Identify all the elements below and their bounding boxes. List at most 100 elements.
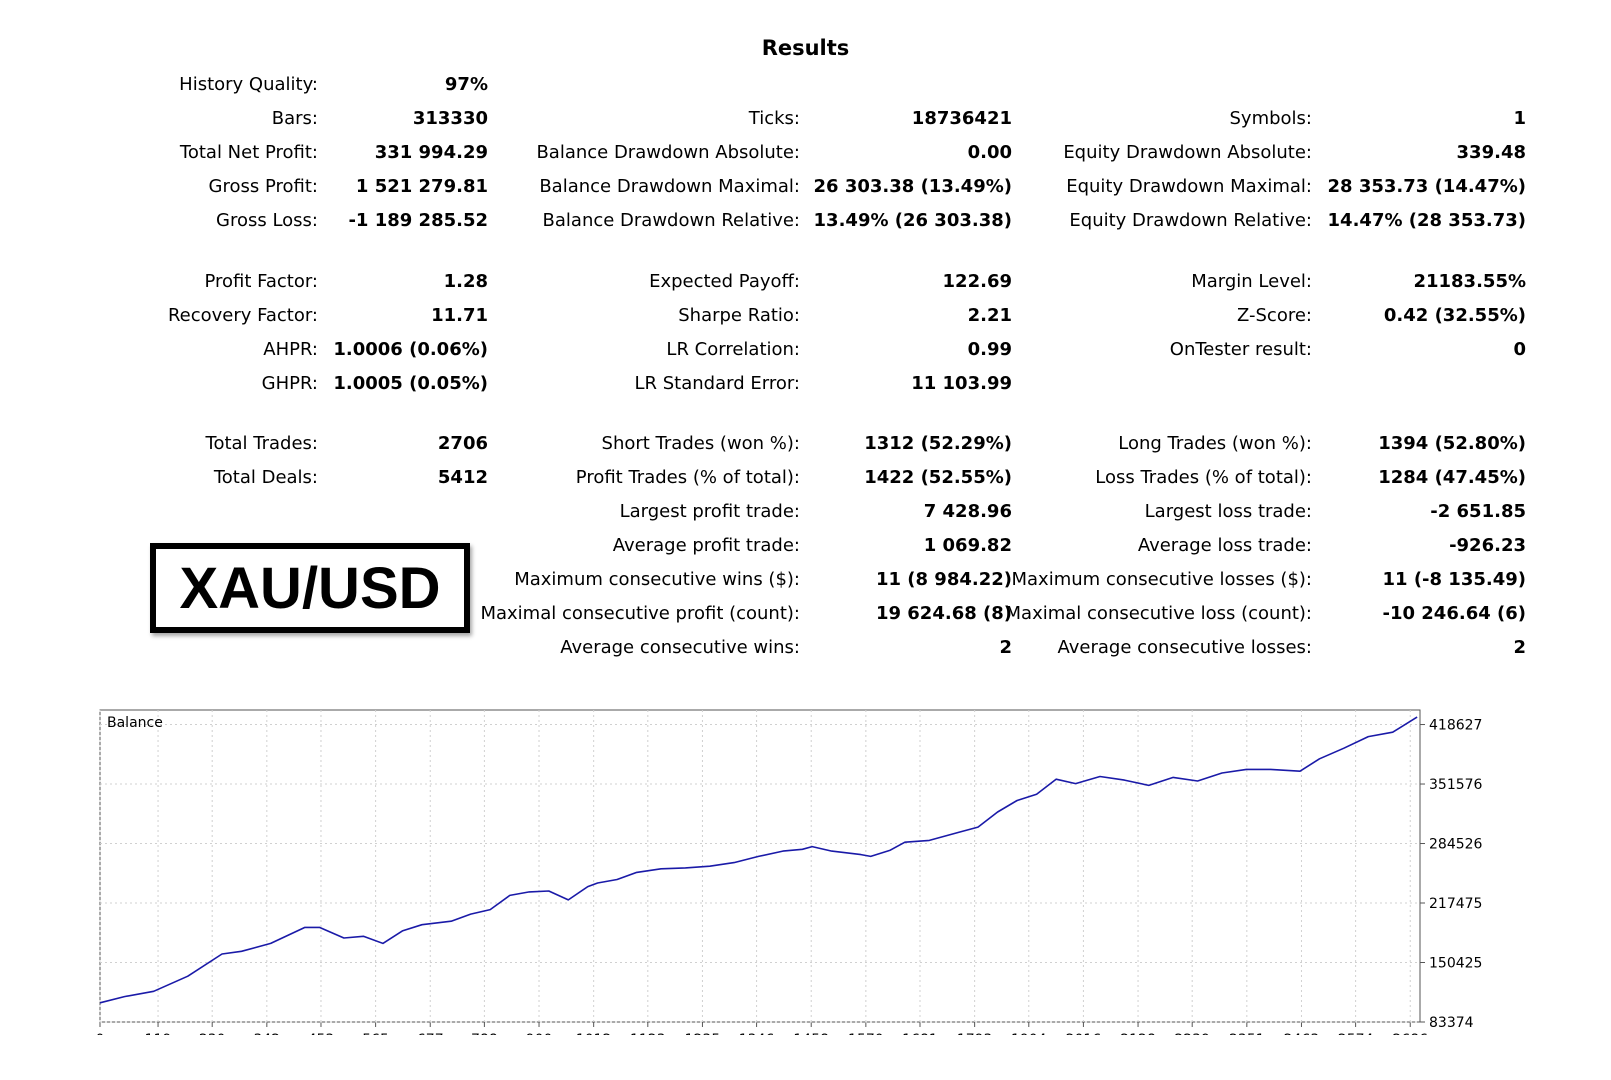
history-quality-label: History Quality: <box>179 74 318 95</box>
stat-value: 11.71 <box>431 305 488 326</box>
y-tick-label: 217475 <box>1429 896 1482 912</box>
x-tick-label: 2016 <box>1066 1032 1102 1035</box>
stat-label: Maximum consecutive losses ($): <box>1011 569 1313 590</box>
x-tick-label: 2463 <box>1284 1032 1320 1035</box>
stat-label: Expected Payoff: <box>649 271 800 292</box>
stat-label: Equity Drawdown Maximal: <box>1066 176 1312 197</box>
stat-label: Average profit trade: <box>612 535 800 556</box>
results-title: Results <box>761 36 850 60</box>
stat-value: 1.0005 (0.05%) <box>333 373 488 394</box>
stat-label: Short Trades (won %): <box>601 433 800 454</box>
stat-label: OnTester result: <box>1169 339 1312 360</box>
x-tick-label: 677 <box>417 1032 444 1035</box>
stat-label: Maximum consecutive wins ($): <box>514 569 800 590</box>
stat-label: Total Deals: <box>213 467 318 488</box>
stat-value: 18736421 <box>911 108 1012 129</box>
stat-value: 0.42 (32.55%) <box>1383 305 1526 326</box>
x-tick-label: 1123 <box>630 1032 666 1035</box>
stat-value: 7 428.96 <box>923 501 1012 522</box>
x-tick-label: 0 <box>96 1032 105 1035</box>
stat-label: Equity Drawdown Absolute: <box>1063 142 1312 163</box>
stat-value: 1394 (52.80%) <box>1378 433 1526 454</box>
x-tick-label: 2574 <box>1338 1032 1374 1035</box>
stat-value: 2706 <box>437 433 488 454</box>
stat-value: 0.99 <box>967 339 1012 360</box>
stat-value: 2 <box>1513 637 1526 658</box>
x-tick-label: 1458 <box>793 1032 829 1035</box>
x-tick-label: 119 <box>145 1032 172 1035</box>
stat-value: 14.47% (28 353.73) <box>1327 210 1526 231</box>
x-tick-label: 1681 <box>902 1032 938 1035</box>
stat-label: Gross Profit: <box>208 176 318 197</box>
x-tick-label: 342 <box>253 1032 280 1035</box>
stat-value: 1.0006 (0.06%) <box>333 339 488 360</box>
stat-value: -926.23 <box>1449 535 1526 556</box>
x-tick-label: 1346 <box>739 1032 775 1035</box>
y-tick-label: 150425 <box>1429 956 1482 972</box>
x-tick-label: 2686 <box>1392 1032 1428 1035</box>
stat-value: 1312 (52.29%) <box>864 433 1012 454</box>
x-tick-label: 788 <box>471 1032 498 1035</box>
results-stats-table: History Quality: 97% Bars: 313330 Ticks: 18… <box>168 74 1527 658</box>
stat-value: 5412 <box>437 467 488 488</box>
stat-value: 1 <box>1513 108 1526 129</box>
stat-label: Total Trades: <box>205 433 318 454</box>
history-quality-value: 97% <box>444 74 488 95</box>
stat-value: 1.28 <box>443 271 488 292</box>
x-tick-label: 1570 <box>848 1032 884 1035</box>
y-tick-label: 418627 <box>1429 718 1482 734</box>
stat-label: Profit Trades (% of total): <box>575 467 800 488</box>
stat-value: 11 103.99 <box>911 373 1012 394</box>
stat-label: Margin Level: <box>1191 271 1312 292</box>
stat-label: Total Net Profit: <box>179 142 318 163</box>
x-tick-label: 453 <box>308 1032 335 1035</box>
stat-label: Balance Drawdown Absolute: <box>536 142 800 163</box>
stat-value: 1 521 279.81 <box>355 176 488 197</box>
stat-label: Average loss trade: <box>1137 535 1312 556</box>
stat-label: Profit Factor: <box>204 271 318 292</box>
stat-value: 339.48 <box>1456 142 1526 163</box>
y-tick-label: 351576 <box>1429 777 1483 793</box>
stat-label: Average consecutive losses: <box>1057 637 1312 658</box>
stat-value: 26 303.38 (13.49%) <box>813 176 1012 197</box>
stat-value: 2 <box>999 637 1012 658</box>
chart-title: Balance <box>107 715 163 731</box>
stat-value: 0.00 <box>967 142 1012 163</box>
stat-label: LR Correlation: <box>666 339 800 360</box>
stat-value: 122.69 <box>942 271 1012 292</box>
stat-label: LR Standard Error: <box>634 373 801 394</box>
stat-value: 1284 (47.45%) <box>1378 467 1526 488</box>
stat-label: Largest loss trade: <box>1144 501 1312 522</box>
stat-value: 28 353.73 (14.47%) <box>1327 176 1526 197</box>
stat-label: Ticks: <box>748 108 800 129</box>
stat-label: Gross Loss: <box>216 210 318 231</box>
stat-label: Balance Drawdown Maximal: <box>539 176 800 197</box>
stat-value: 331 994.29 <box>374 142 488 163</box>
x-tick-label: 2239 <box>1174 1032 1210 1035</box>
x-tick-label: 2128 <box>1120 1032 1156 1035</box>
stat-value: 313330 <box>412 108 488 129</box>
x-tick-label: 1012 <box>576 1032 612 1035</box>
stat-value: 11 (8 984.22) <box>875 569 1012 590</box>
balance-chart: 0 119 230 342 453 565 677 788 900 1012 1123 1235 134… <box>96 709 1483 1035</box>
stat-value: 11 (-8 135.49) <box>1382 569 1527 590</box>
stat-label: GHPR: <box>261 373 318 394</box>
x-tick-label: 230 <box>199 1032 226 1035</box>
stat-label: Maximal consecutive profit (count): <box>480 603 800 624</box>
symbol-badge: XAU/USD <box>150 543 470 633</box>
x-tick-label: 900 <box>526 1032 553 1035</box>
stat-label: Equity Drawdown Relative: <box>1069 210 1312 231</box>
stat-value: -1 189 285.52 <box>348 210 488 231</box>
stat-label: Symbols: <box>1229 108 1313 129</box>
stat-value: -10 246.64 (6) <box>1382 603 1527 624</box>
stat-label: Loss Trades (% of total): <box>1095 467 1312 488</box>
stat-label: Maximal consecutive loss (count): <box>1005 603 1312 624</box>
x-tick-label: 565 <box>362 1032 389 1035</box>
x-tick-label: 1793 <box>957 1032 993 1035</box>
stat-label: Average consecutive wins: <box>560 637 800 658</box>
stat-label: Z-Score: <box>1237 305 1312 326</box>
stat-label: Bars: <box>271 108 318 129</box>
stat-value: 0 <box>1513 339 1526 360</box>
stat-label: Sharpe Ratio: <box>678 305 800 326</box>
stat-value: 21183.55% <box>1413 271 1526 292</box>
